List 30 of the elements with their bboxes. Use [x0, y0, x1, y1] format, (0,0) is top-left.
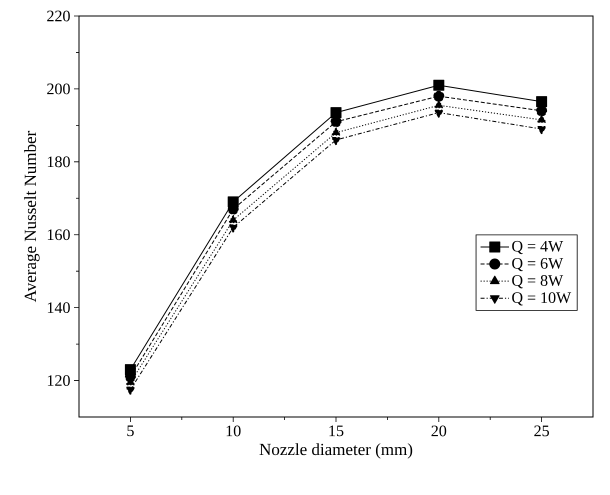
point	[433, 80, 444, 91]
y-axis-title: Average Nusselt Number	[24, 130, 40, 302]
x-tick-label: 15	[329, 426, 344, 436]
y-tick-label: 140	[48, 302, 70, 314]
y-tick-label: 220	[47, 10, 70, 22]
point	[434, 100, 444, 108]
point	[228, 214, 238, 224]
point	[536, 96, 548, 108]
x-tick-label: 5	[127, 426, 134, 436]
x-tick-label: 25	[534, 426, 549, 436]
point	[331, 127, 341, 136]
legend-label: Q = 8W	[512, 275, 564, 288]
x-tick-label: 10	[226, 426, 241, 436]
y-tick-label: 200	[47, 84, 70, 94]
x-tick-label: 20	[432, 426, 446, 436]
point	[434, 110, 444, 118]
point	[228, 224, 238, 233]
x-axis-title: Nozzle diameter (mm)	[260, 443, 412, 459]
point	[126, 386, 136, 396]
y-tick-label: 180	[48, 156, 70, 168]
legend-label: Q = 10W	[512, 292, 572, 306]
point	[536, 126, 546, 135]
point	[536, 114, 546, 123]
legend-label: Q = 4W	[512, 240, 564, 254]
point	[331, 136, 341, 146]
legend-label: Q = 6W	[512, 258, 564, 272]
y-tick-label: 120	[48, 375, 70, 386]
point	[433, 90, 444, 102]
y-tick-label: 160	[48, 229, 70, 240]
point	[330, 107, 342, 118]
